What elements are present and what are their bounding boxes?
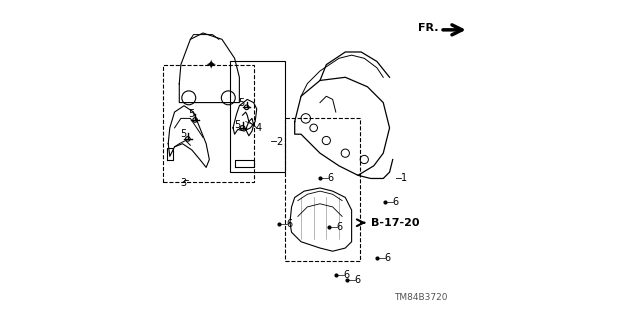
- Text: 6: 6: [355, 275, 360, 285]
- Text: ✦: ✦: [205, 59, 216, 72]
- Text: 6: 6: [328, 174, 333, 183]
- Text: FR.: FR.: [418, 23, 438, 33]
- Text: 6: 6: [384, 253, 390, 263]
- Bar: [230, 62, 285, 172]
- Text: 5: 5: [235, 120, 241, 130]
- Text: 3: 3: [180, 178, 186, 188]
- Text: 5: 5: [180, 129, 186, 139]
- Text: 1: 1: [401, 174, 407, 183]
- Text: 6: 6: [337, 222, 343, 233]
- Text: 6: 6: [343, 270, 349, 280]
- Text: 6: 6: [286, 219, 292, 229]
- Text: 4: 4: [255, 123, 261, 133]
- Bar: [163, 65, 253, 182]
- Text: 6: 6: [392, 197, 398, 207]
- Text: TM84B3720: TM84B3720: [394, 293, 448, 301]
- Text: 2: 2: [276, 137, 282, 147]
- Text: B-17-20: B-17-20: [371, 218, 419, 228]
- Text: 5: 5: [188, 109, 194, 119]
- Bar: [285, 118, 360, 261]
- Text: 5: 5: [239, 98, 244, 108]
